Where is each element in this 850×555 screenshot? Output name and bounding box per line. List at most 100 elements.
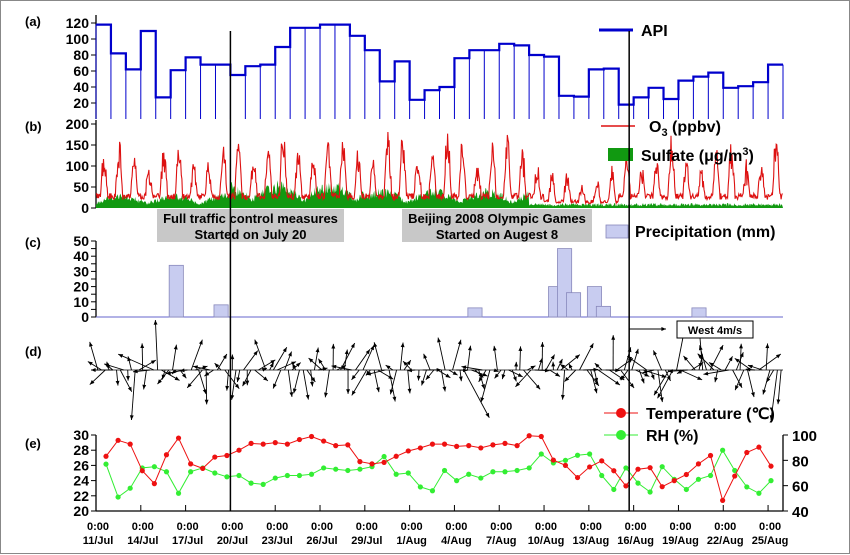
wind-arrow-head bbox=[651, 375, 655, 380]
wind-arrow bbox=[118, 354, 154, 370]
temperature-point bbox=[732, 473, 737, 478]
rh-point bbox=[273, 475, 278, 480]
temp-tick-label: 22 bbox=[73, 488, 89, 504]
rh-point bbox=[261, 482, 266, 487]
rh-point bbox=[321, 465, 326, 470]
rh-point bbox=[454, 478, 459, 483]
rh-point bbox=[430, 488, 435, 493]
temperature-point bbox=[623, 483, 628, 488]
precip-tick-label: 0 bbox=[81, 309, 89, 325]
temperature-point bbox=[200, 466, 205, 471]
temperature-point bbox=[442, 442, 447, 447]
wind-arrow-head bbox=[253, 351, 257, 356]
annotation-text: Full traffic control measures bbox=[163, 211, 338, 226]
rh-point bbox=[756, 491, 761, 496]
temperature-point bbox=[103, 454, 108, 459]
precip-tick-label: 50 bbox=[73, 233, 89, 249]
wind-arrow-head bbox=[346, 389, 350, 394]
rh-point bbox=[478, 475, 483, 480]
wind-arrow-head bbox=[318, 359, 322, 364]
temperature-point bbox=[188, 461, 193, 466]
rh-point bbox=[575, 453, 580, 458]
annotation-text: Beijing 2008 Olympic Games bbox=[408, 211, 586, 226]
temperature-point bbox=[236, 448, 241, 453]
x-tick-date: 23/Jul bbox=[262, 535, 293, 547]
temperature-point bbox=[611, 468, 616, 473]
temperature-point bbox=[140, 468, 145, 473]
rh-point bbox=[647, 489, 652, 494]
precip-tick-label: 40 bbox=[73, 248, 89, 264]
x-tick-date: 16/Aug bbox=[617, 535, 654, 547]
api-legend-label: API bbox=[641, 23, 668, 40]
o3-tick-label: 150 bbox=[66, 137, 90, 153]
temperature-point bbox=[212, 454, 217, 459]
wind-arrow-head bbox=[324, 392, 328, 397]
temperature-point bbox=[321, 438, 326, 443]
wind-arrow-head bbox=[513, 376, 517, 381]
temperature-point bbox=[672, 478, 677, 483]
temperature-point bbox=[647, 465, 652, 470]
o3-tick-label: 0 bbox=[81, 200, 89, 216]
wind-arrow-head bbox=[255, 340, 259, 345]
wind-arrow-head bbox=[421, 380, 425, 385]
o3-legend-label: O3 (ppbv) bbox=[649, 119, 721, 139]
wind-arrow bbox=[464, 370, 490, 418]
temperature-point bbox=[381, 460, 386, 465]
temperature-legend-marker bbox=[616, 408, 626, 418]
x-tick-time: 0:00 bbox=[177, 521, 199, 533]
rh-point bbox=[297, 473, 302, 478]
wind-arrow bbox=[677, 333, 684, 370]
x-tick-time: 0:00 bbox=[401, 521, 423, 533]
panel-label: (d) bbox=[25, 344, 42, 359]
rh-point bbox=[466, 472, 471, 477]
rh-point bbox=[394, 472, 399, 477]
wind-arrow-head bbox=[545, 369, 550, 373]
wind-arrow-head bbox=[154, 320, 158, 325]
wind-arrow-head bbox=[493, 346, 497, 351]
wind-arrow-head bbox=[762, 390, 766, 395]
wind-arrow-head bbox=[518, 346, 522, 351]
wind-arrow-head bbox=[551, 362, 555, 367]
wind-arrow-head bbox=[332, 365, 337, 369]
o3-tick-label: 50 bbox=[73, 179, 89, 195]
precip-bar bbox=[468, 308, 482, 317]
x-tick-time: 0:00 bbox=[490, 521, 512, 533]
rh-point bbox=[309, 472, 314, 477]
wind-arrow-head bbox=[424, 354, 428, 359]
temperature-point bbox=[563, 463, 568, 468]
rh-point bbox=[345, 468, 350, 473]
wind-scale-label: West 4m/s bbox=[688, 325, 742, 337]
wind-arrow-head bbox=[437, 338, 441, 343]
precip-bar bbox=[214, 305, 228, 317]
wind-start-arrow-head bbox=[91, 368, 96, 372]
temperature-point bbox=[430, 442, 435, 447]
rh-tick-label: 80 bbox=[792, 453, 809, 470]
api-tick-label: 20 bbox=[73, 95, 89, 111]
rh-point bbox=[236, 473, 241, 478]
x-tick-date: 20/Jul bbox=[217, 535, 248, 547]
wind-arrow-head bbox=[735, 358, 740, 362]
temperature-point bbox=[756, 445, 761, 450]
wind-arrow-head bbox=[776, 354, 781, 358]
wind-arrow-head bbox=[331, 344, 335, 349]
rh-point bbox=[744, 484, 749, 489]
temperature-point bbox=[708, 453, 713, 458]
wind-arrow-head bbox=[615, 381, 620, 385]
rh-point bbox=[152, 464, 157, 469]
api-series bbox=[96, 25, 783, 119]
rh-point bbox=[188, 469, 193, 474]
rh-point bbox=[442, 468, 447, 473]
wind-arrow-head bbox=[126, 376, 130, 381]
wind-arrow-head bbox=[89, 342, 93, 347]
wind-arrow-head bbox=[561, 395, 565, 400]
x-tick-time: 0:00 bbox=[445, 521, 467, 533]
temperature-point bbox=[768, 464, 773, 469]
wind-arrow-head bbox=[714, 377, 718, 382]
precip-bar bbox=[169, 265, 183, 317]
rh-point bbox=[176, 491, 181, 496]
temp-tick-label: 30 bbox=[73, 427, 89, 443]
x-tick-date: 22/Aug bbox=[707, 535, 744, 547]
x-tick-time: 0:00 bbox=[669, 521, 691, 533]
rh-point bbox=[623, 465, 628, 470]
